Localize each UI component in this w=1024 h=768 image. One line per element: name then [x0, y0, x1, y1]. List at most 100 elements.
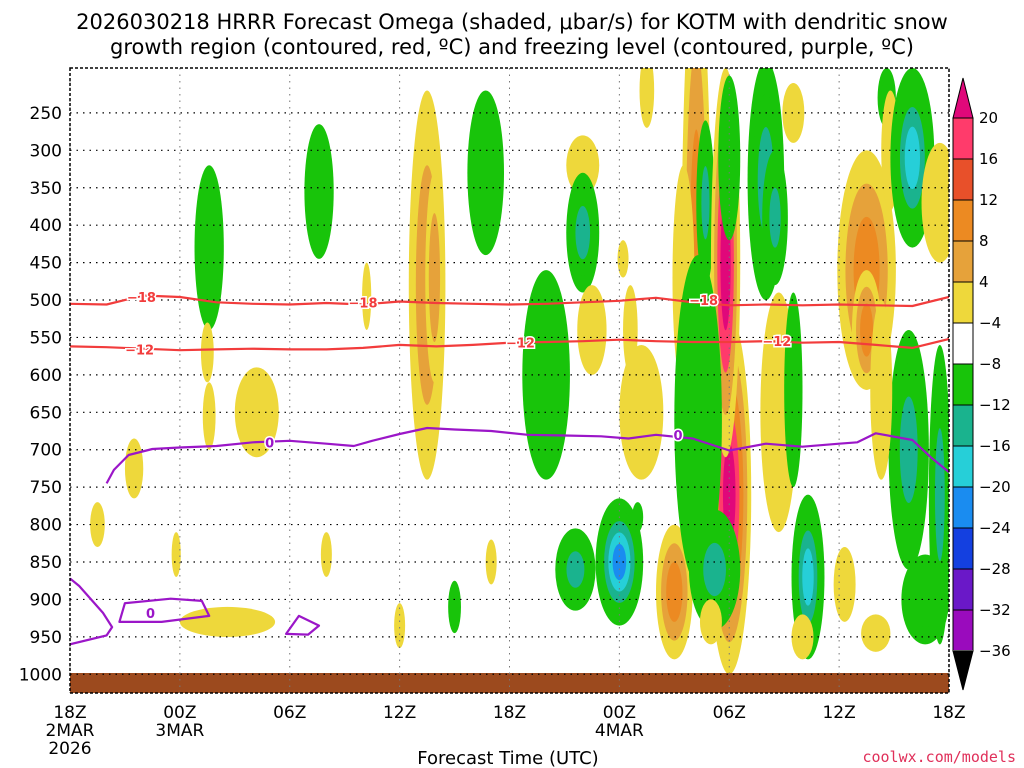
omega-cell: [782, 82, 805, 143]
y-tick-label: 600: [30, 366, 62, 386]
chart-title-line1: 2026030218 HRRR Forecast Omega (shaded, …: [76, 10, 948, 34]
colorbar-segment: [952, 199, 974, 242]
y-tick-label: 350: [30, 179, 62, 199]
y-axis-pressure: 250 300 350 400 450 500 550 600 650 700 750 800 850 9…: [19, 104, 62, 685]
x-tick-label: 00Z: [603, 703, 636, 723]
omega-cell: [234, 367, 279, 458]
contour-label: 0: [673, 429, 682, 444]
colorbar-segment: [952, 117, 974, 160]
contour-label: −12: [125, 343, 154, 358]
y-tick-label: 700: [30, 441, 62, 461]
omega-cell: [474, 122, 497, 224]
colorbar-tick-label: −20: [979, 478, 1011, 496]
colorbar-tick-label: −32: [979, 601, 1011, 619]
y-tick-label: 500: [30, 291, 62, 311]
contour-label: 0: [265, 436, 274, 451]
contour-line: [70, 577, 114, 646]
contour-line: [105, 426, 949, 484]
x-tick-label: 12Z: [822, 703, 855, 723]
colorbar-segment: [952, 404, 974, 447]
omega-cell: [450, 590, 459, 624]
colorbar-segment: [952, 281, 974, 324]
x-tick-label: 4MAR: [595, 721, 644, 741]
colorbar-segment: [952, 445, 974, 488]
contour-label: −12: [506, 337, 535, 352]
colorbar-tick-label: −12: [979, 396, 1011, 414]
omega-cell: [124, 438, 144, 499]
colorbar-tick-label: −4: [979, 314, 1001, 332]
colorbar-segment: [952, 322, 974, 365]
omega-cell: [861, 614, 891, 652]
omega-cell: [485, 539, 497, 585]
omega-cell: [701, 166, 710, 240]
credit-text: coolwx.com/models: [862, 748, 1016, 766]
omega-cell: [310, 150, 329, 233]
omega-cell: [666, 562, 683, 622]
y-tick-label: 950: [30, 628, 62, 648]
omega-cell: [617, 240, 629, 278]
omega-cell: [320, 532, 332, 577]
colorbar-tick-label: −24: [979, 519, 1011, 537]
y-tick-label: 800: [30, 516, 62, 536]
omega-cell: [904, 126, 921, 190]
omega-cell: [784, 292, 803, 488]
omega-cell: [202, 382, 216, 450]
colorbar-tick-label: 8: [979, 232, 989, 250]
omega-cell: [200, 322, 214, 383]
ground-surface: [70, 673, 949, 693]
contour-lines: [70, 294, 949, 646]
omega-cell: [639, 68, 655, 128]
omega-cell: [428, 213, 441, 343]
colorbar-tick-label: 4: [979, 273, 989, 291]
plot-area: −18 −18 −18 −12 −12 −12 0 0 0: [69, 67, 950, 694]
omega-cell: [921, 142, 949, 263]
colorbar-segment: [952, 609, 974, 652]
contour-label: −18: [689, 294, 718, 309]
omega-cell: [769, 187, 781, 248]
omega-cell: [619, 344, 664, 480]
colorbar-segment: [952, 568, 974, 611]
contour-line: [70, 294, 949, 308]
x-tick-label: 2MAR: [46, 721, 95, 741]
y-tick-label: 250: [30, 104, 62, 124]
contour-line: [118, 597, 211, 623]
omega-cell: [910, 571, 940, 628]
x-tick-label: 2026: [48, 739, 91, 759]
plot-frame: [69, 67, 950, 694]
y-tick-label: 450: [30, 254, 62, 274]
y-tick-label: 1000: [19, 665, 62, 685]
omega-cell: [634, 507, 642, 527]
omega-cell: [566, 551, 585, 588]
x-tick-label: 06Z: [273, 703, 306, 723]
colorbar: 20 16 12 8 4 −4 −8 −12 −16 −20 −24 −28 −32 −36: [952, 77, 1011, 691]
colorbar-segment: [952, 363, 974, 406]
chart-title-line2: growth region (contoured, red, ºC) and f…: [110, 35, 914, 59]
colorbar-tick-label: 12: [979, 191, 998, 209]
omega-cell: [171, 532, 181, 577]
contour-labels: −18 −18 −18 −12 −12 −12 0 0 0: [124, 290, 793, 624]
colorbar-segment: [952, 486, 974, 529]
y-tick-label: 300: [30, 141, 62, 161]
colorbar-bottom-arrow: [952, 650, 974, 691]
x-tick-label: 3MAR: [155, 721, 204, 741]
omega-cell: [683, 318, 713, 522]
omega-cell: [531, 310, 561, 440]
omega-cell: [577, 285, 607, 375]
omega-cell: [802, 548, 814, 606]
colorbar-tick-label: −36: [979, 642, 1011, 660]
contour-label: 0: [146, 607, 155, 622]
omega-cell: [934, 428, 945, 562]
omega-cell: [870, 300, 893, 480]
colorbar-tick-label: −28: [979, 560, 1011, 578]
omega-cell: [699, 599, 722, 645]
y-tick-label: 850: [30, 553, 62, 573]
contour-label: −18: [349, 296, 378, 311]
omega-cell: [791, 614, 814, 660]
colorbar-segment: [952, 158, 974, 201]
y-tick-label: 900: [30, 590, 62, 610]
omega-cell: [200, 196, 219, 299]
omega-cell: [703, 542, 726, 597]
colorbar-top-arrow: [952, 77, 974, 119]
colorbar-tick-label: −16: [979, 437, 1011, 455]
